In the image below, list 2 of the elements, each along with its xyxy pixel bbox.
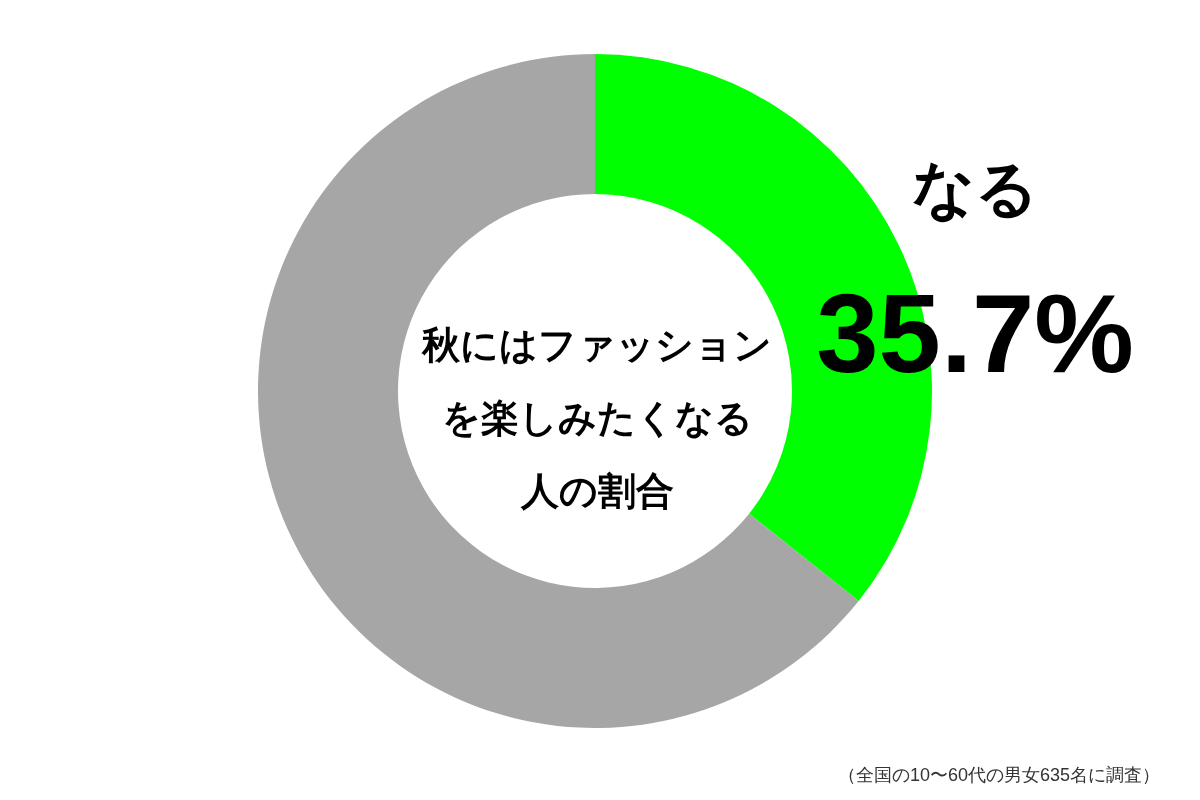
title: 秋にはファッションを楽しみたくなる人の割合 bbox=[422, 324, 772, 512]
annotation: （全国の10〜60代の男女635名に調査） bbox=[837, 765, 1160, 785]
